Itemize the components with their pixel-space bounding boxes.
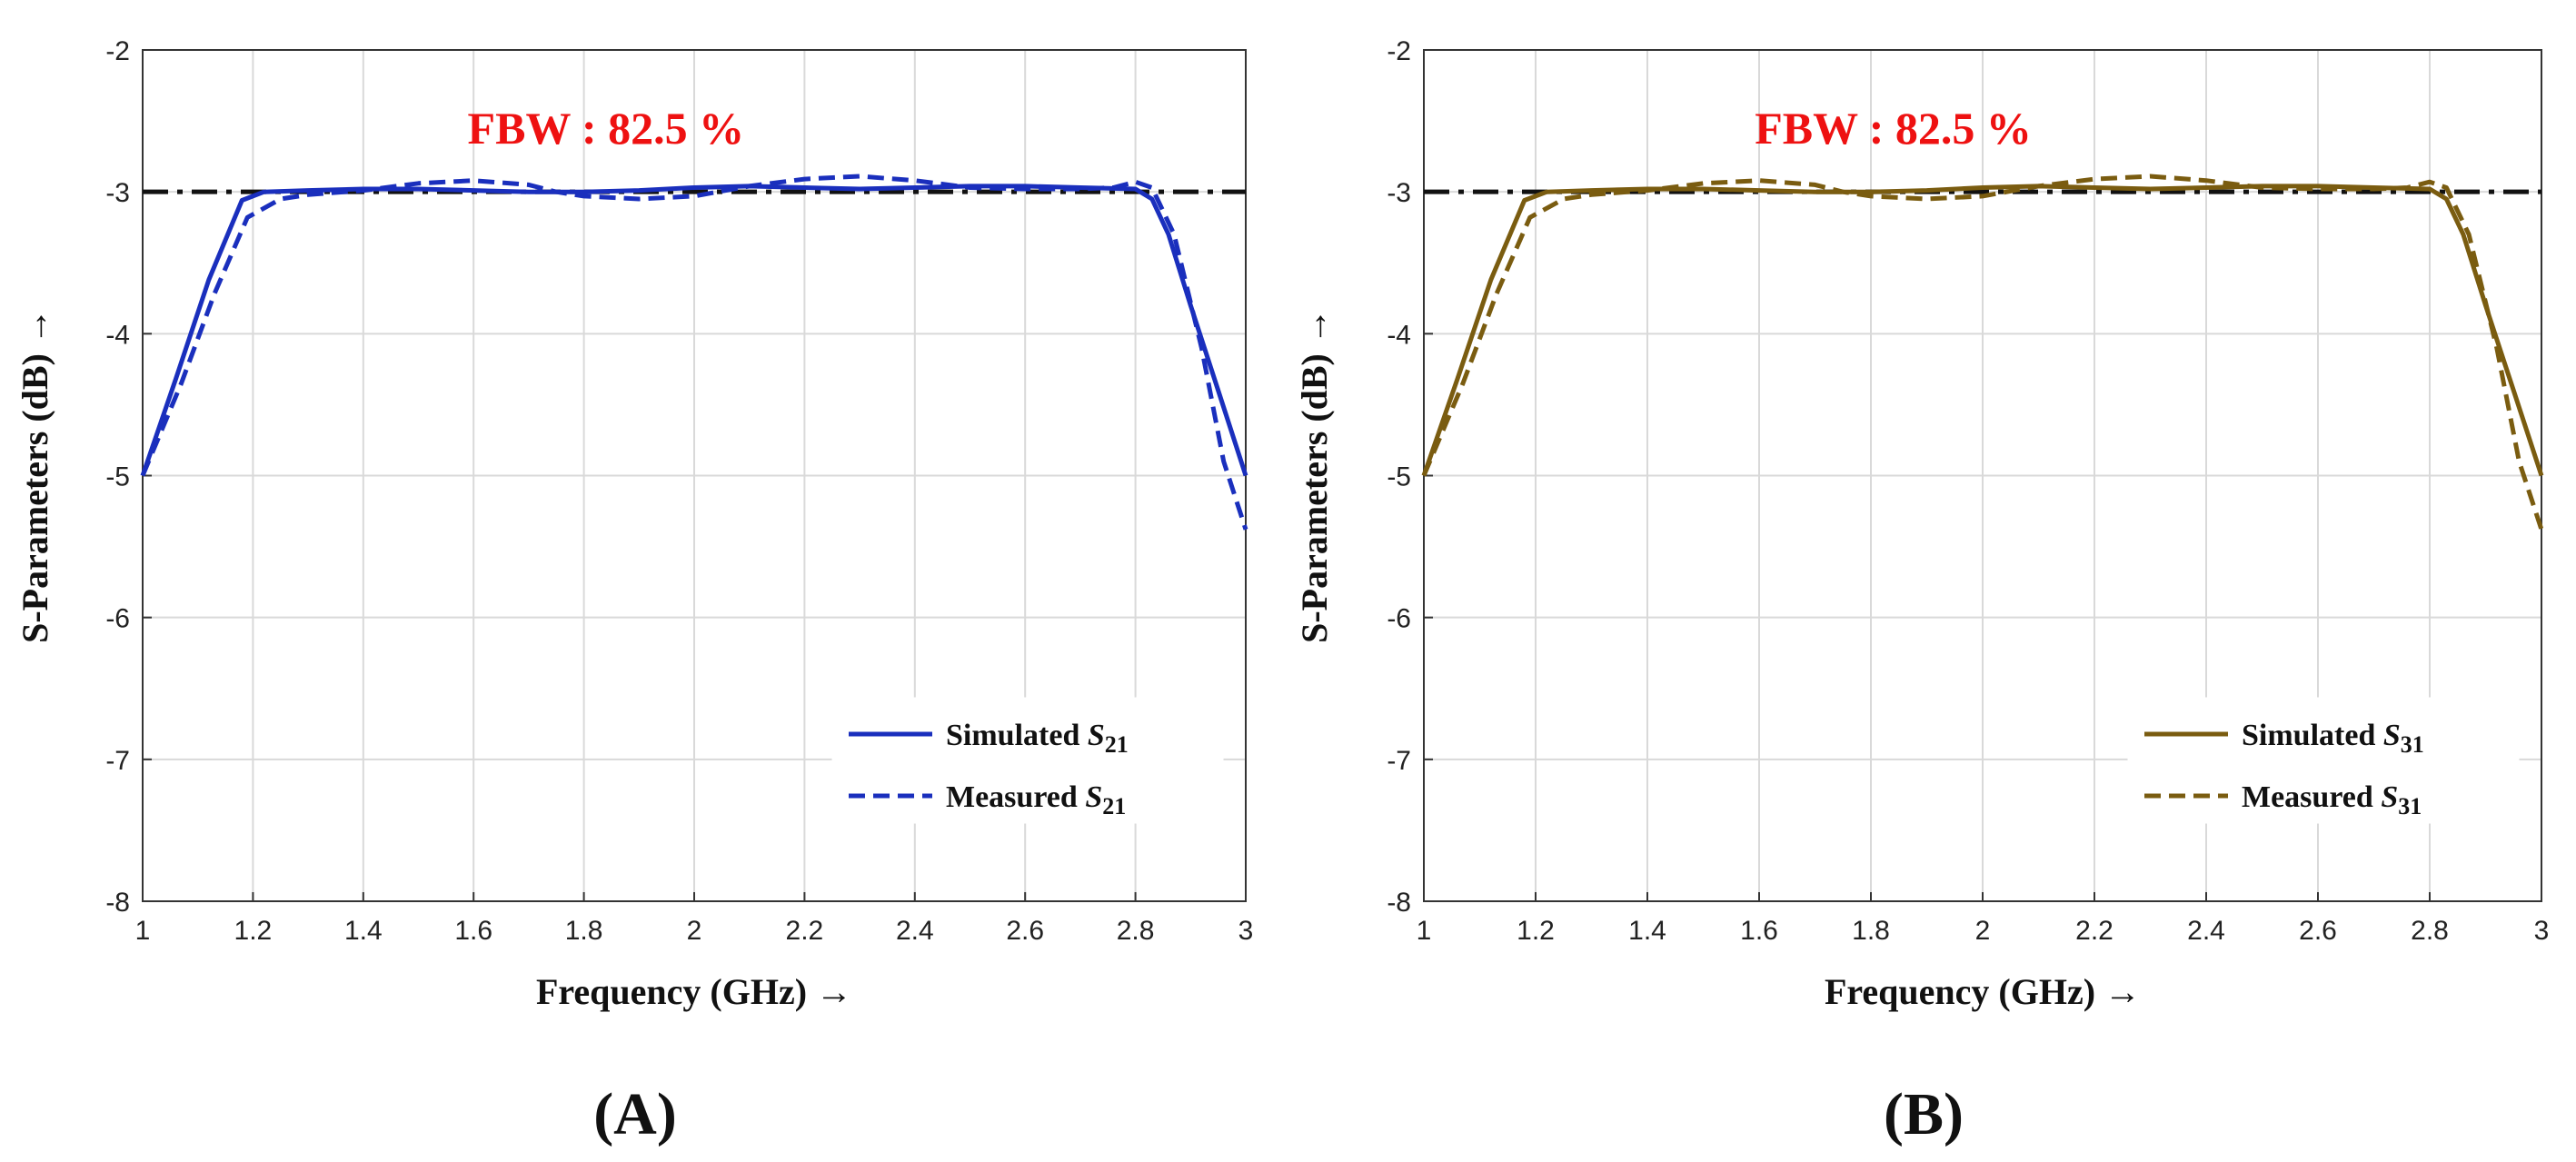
fbw-annotation: FBW : 82.5 % <box>1755 103 2032 154</box>
panel-label: (A) <box>593 1081 677 1147</box>
legend-entry: Measured S21 <box>946 780 1126 819</box>
x-tick-label: 1 <box>1417 916 1432 946</box>
x-tick-label: 2.4 <box>896 916 934 946</box>
x-tick-label: 2.6 <box>2299 916 2337 946</box>
legend-label: Measured <box>946 780 1085 814</box>
x-tick-label: 3 <box>2534 916 2550 946</box>
x-tick-label: 2 <box>1975 916 1991 946</box>
x-tick-label: 2.4 <box>2187 916 2225 946</box>
legend-subscript: 21 <box>1102 793 1126 819</box>
y-tick-label: -2 <box>105 36 130 66</box>
y-axis-label: S-Parameters (dB) → <box>1294 308 1335 643</box>
y-tick-label: -4 <box>1387 320 1411 350</box>
fbw-annotation: FBW : 82.5 % <box>468 103 745 154</box>
legend-box <box>831 697 1224 824</box>
legend-symbol: S <box>1088 719 1105 752</box>
legend-label: Simulated <box>946 719 1088 752</box>
series-line-measured <box>140 174 1248 531</box>
x-tick-label: 1.2 <box>234 916 273 946</box>
panel-label: (B) <box>1884 1081 1964 1147</box>
x-tick-label: 2.6 <box>1006 916 1044 946</box>
x-tick-label: 1.2 <box>1517 916 1555 946</box>
x-tick-label: 1.8 <box>565 916 603 946</box>
x-tick-label: 2 <box>687 916 702 946</box>
legend-symbol: S <box>2381 780 2398 814</box>
x-tick-label: 2.8 <box>2411 916 2449 946</box>
y-tick-label: -2 <box>1387 36 1411 66</box>
legend-subscript: 31 <box>2401 731 2424 758</box>
y-tick-label: -7 <box>105 746 130 776</box>
x-tick-label: 2.8 <box>1117 916 1155 946</box>
y-tick-label: -8 <box>105 888 130 918</box>
y-tick-label: -5 <box>1387 462 1411 492</box>
y-tick-label: -5 <box>105 462 130 492</box>
legend-entry: Simulated S21 <box>946 719 1129 758</box>
chart-panel-a: 1 1.2 1.4 1.6 1.8 2 2.2 2.4 2.6 2.8 3 -2 -3 -4 -5 -6 -7 -… <box>15 36 1253 1147</box>
series-line-measured <box>1421 174 2544 531</box>
legend-entry: Measured S31 <box>2242 780 2422 819</box>
x-tick-label: 1.8 <box>1852 916 1890 946</box>
x-tick-label: 1.4 <box>344 916 383 946</box>
y-tick-label: -4 <box>105 320 130 350</box>
y-tick-label: -6 <box>1387 604 1411 634</box>
y-tick-label: -6 <box>105 604 130 634</box>
x-tick-label: 2.2 <box>2075 916 2114 946</box>
legend-label: Simulated <box>2242 719 2383 752</box>
x-tick-label: 1.6 <box>1740 916 1778 946</box>
x-axis-label: Frequency (GHz) → <box>1825 971 2141 1012</box>
x-tick-label: 1.4 <box>1628 916 1666 946</box>
x-tick-label: 1.6 <box>454 916 492 946</box>
legend-subscript: 31 <box>2398 793 2422 819</box>
x-tick-label: 1 <box>135 916 151 946</box>
x-tick-label: 2.2 <box>786 916 824 946</box>
y-tick-label: -3 <box>105 178 130 208</box>
legend-symbol: S <box>2383 719 2401 752</box>
y-axis-label: S-Parameters (dB) → <box>15 308 55 643</box>
legend-box <box>2127 697 2520 824</box>
y-tick-label: -8 <box>1387 888 1411 918</box>
legend-symbol: S <box>1085 780 1102 814</box>
y-tick-label: -3 <box>1387 178 1411 208</box>
legend-label: Measured <box>2242 780 2381 814</box>
x-axis-label: Frequency (GHz) → <box>536 971 852 1012</box>
x-tick-label: 3 <box>1238 916 1254 946</box>
legend-entry: Simulated S31 <box>2242 719 2424 758</box>
legend-subscript: 21 <box>1105 731 1129 758</box>
chart-panel-b: 1 1.2 1.4 1.6 1.8 2 2.2 2.4 2.6 2.8 3 -2 -3 -4 -5 -6 -7 -… <box>1294 36 2549 1147</box>
y-tick-label: -7 <box>1387 746 1411 776</box>
series-line-simulated <box>140 184 1248 477</box>
series-line-simulated <box>1421 184 2544 477</box>
